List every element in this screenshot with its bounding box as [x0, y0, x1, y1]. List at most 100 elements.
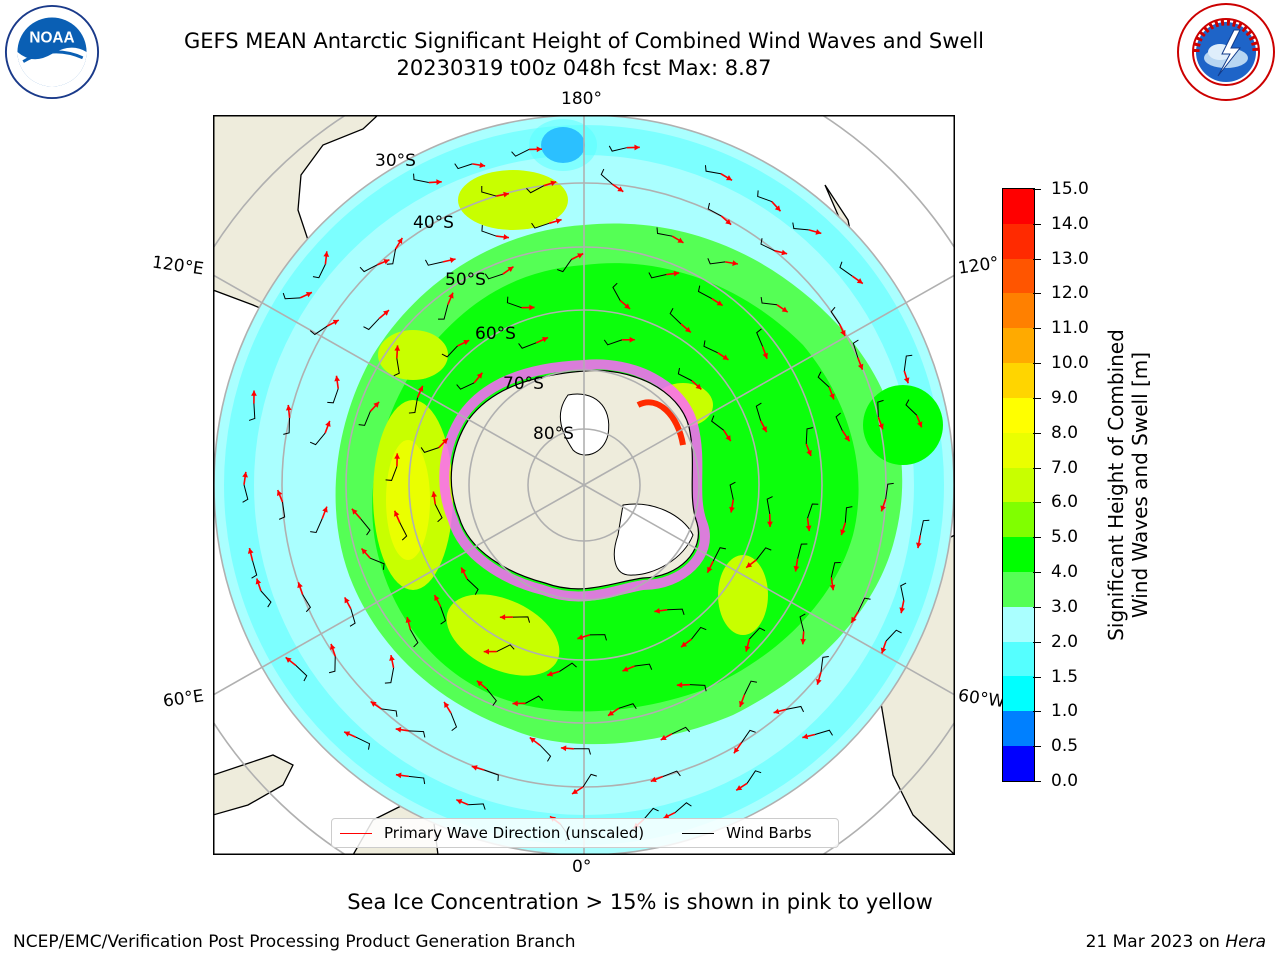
wind-barb [360, 518, 371, 536]
wave-direction-arrowhead [577, 634, 584, 640]
wind-barb [656, 227, 673, 237]
wave-direction-arrowhead [732, 260, 738, 266]
legend-entry-wave-direction: Primary Wave Direction (unscaled) [332, 824, 644, 842]
wave-direction-arrowhead [622, 666, 629, 672]
colorbar-tick-label: 1.0 [1051, 701, 1079, 722]
wind-barb [741, 729, 756, 743]
wave-direction-arrowhead [361, 548, 368, 555]
wave-direction-arrowhead [397, 237, 403, 244]
wind-barb [820, 655, 829, 673]
wave-direction-arrowhead [550, 180, 557, 187]
wind-barb [486, 688, 497, 706]
wave-direction-arrowhead [370, 701, 377, 707]
wave-direction-arrowhead [773, 708, 780, 715]
wave-direction-arrows [242, 144, 930, 842]
wind-barb [711, 415, 724, 431]
wave-direction-arrowhead [247, 548, 254, 554]
wind-barb [484, 769, 499, 782]
colorbar-tick-mark [1033, 363, 1041, 365]
colorbar-segment [1003, 328, 1034, 364]
wind-barb [634, 663, 653, 670]
wave-direction-arrowhead [344, 731, 351, 737]
wave-direction-arrowhead [405, 617, 412, 623]
wind-barb [557, 259, 572, 273]
wave-direction-arrowhead [654, 607, 660, 614]
wave-direction-arrowhead [383, 259, 390, 265]
wind-barb [484, 273, 504, 280]
wave-direction-arrowhead [634, 144, 640, 151]
wind-barb [756, 328, 764, 347]
colorbar-segment [1003, 363, 1034, 398]
colorbar-tick-label: 0.5 [1051, 736, 1079, 757]
wave-direction-arrowhead [483, 648, 490, 655]
wave-direction-arrowhead [305, 291, 312, 298]
wave-direction-arrowhead [781, 306, 788, 313]
wind-barb [582, 773, 597, 788]
wave-direction-arrowhead [880, 647, 887, 654]
colorbar-tick-label: 15.0 [1051, 179, 1089, 199]
wind-barb [689, 684, 707, 692]
wave-direction-arrowhead [351, 508, 358, 515]
wave-direction-arrowhead [829, 584, 836, 591]
wind-barb [667, 608, 685, 615]
wind-barb [358, 411, 371, 426]
wind-barb [903, 354, 913, 371]
wave-direction-arrowhead [793, 565, 800, 572]
wave-direction-arrowhead [816, 678, 822, 685]
colorbar-title-line1: Significant Height of Combined [1104, 329, 1128, 641]
wave-direction-arrowhead [781, 249, 788, 256]
wind-barb [251, 560, 258, 579]
wave-direction-arrowhead [242, 471, 248, 478]
wave-direction-arrowhead [334, 375, 341, 382]
lat-label-60s: 60°S [475, 324, 516, 344]
colorbar-segment [1003, 571, 1034, 607]
colorbar-segment [1003, 397, 1034, 433]
wind-barb [413, 173, 429, 184]
colorbar-tick-label: 9.0 [1051, 387, 1079, 408]
colorbar-tick-mark [1033, 467, 1041, 469]
wind-barb [662, 770, 681, 777]
wave-direction-arrowhead [800, 638, 807, 645]
wave-direction-arrowhead [255, 578, 262, 585]
wind-barb [814, 729, 833, 736]
wave-direction-arrowhead [456, 799, 463, 805]
wave-direction-arrowhead [323, 251, 330, 257]
wave-direction-arrowhead [285, 404, 292, 411]
lon-label-60w: 60°W [956, 685, 1007, 713]
wave-direction-arrowhead [840, 529, 846, 536]
wave-direction-arrowhead [851, 616, 857, 623]
wave-direction-arrowhead [725, 435, 731, 442]
wave-direction-arrowhead [476, 372, 483, 379]
wind-barb [589, 634, 607, 641]
longitude-lines [213, 115, 955, 855]
wave-direction-arrowhead [448, 292, 454, 299]
wind-barb [454, 163, 473, 170]
wave-direction-arrowhead [529, 304, 535, 311]
wind-barb [697, 285, 712, 299]
wind-barb [384, 667, 395, 684]
wind-barb [359, 264, 378, 273]
wind-barb [302, 594, 312, 613]
colorbar-tick-label: 11.0 [1051, 318, 1089, 339]
wave-direction-arrowhead [330, 643, 336, 650]
wave-direction-arrowhead [373, 401, 380, 408]
wave-direction-arrowhead [322, 506, 328, 513]
wave-direction-arrowhead [629, 336, 635, 343]
wind-barb [295, 665, 308, 682]
wave-direction-arrowhead [555, 218, 562, 224]
wave-direction-arrowhead [431, 491, 437, 498]
wave-direction-arrowhead [297, 582, 303, 589]
colorbar-tick-mark [1033, 641, 1041, 643]
wave-direction-arrowhead [499, 614, 506, 621]
wave-direction-arrowhead [389, 655, 395, 661]
wave-direction-arrowhead [767, 521, 773, 527]
wave-direction-arrowhead [617, 186, 624, 192]
colorbar-tick-label: 13.0 [1051, 248, 1089, 269]
wind-barb [420, 447, 439, 453]
wave-direction-arrowhead [707, 566, 713, 573]
colorbar-segment [1003, 746, 1034, 781]
wind-barb [743, 680, 758, 695]
wave-direction-arrowhead [624, 303, 631, 309]
wave-direction-arrowhead [394, 345, 401, 351]
wave-direction-arrowhead [547, 670, 554, 677]
